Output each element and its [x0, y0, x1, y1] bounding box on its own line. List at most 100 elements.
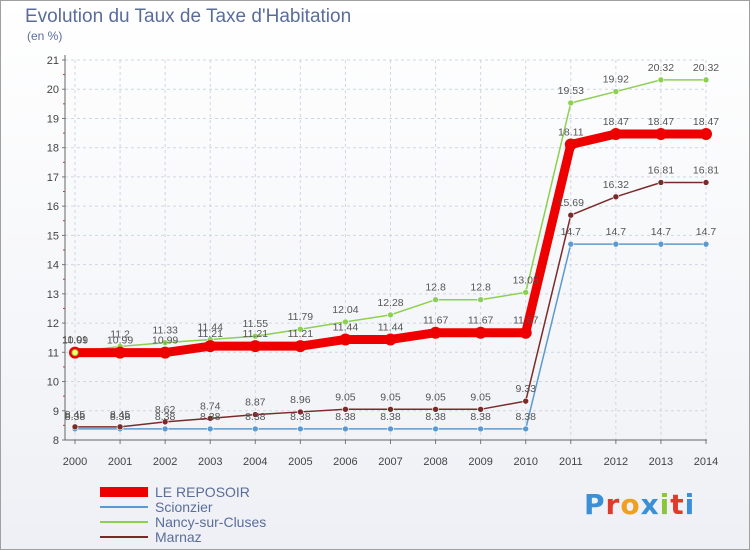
- data-label-nancy-sur-cluses: 20.32: [693, 62, 719, 74]
- data-point-le-reposoir: [114, 346, 127, 359]
- data-label-marnaz: 16.81: [693, 164, 719, 176]
- data-point-le-reposoir: [474, 326, 487, 339]
- data-label-nancy-sur-cluses: 19.92: [603, 74, 629, 86]
- data-point-scionzier: [612, 240, 620, 248]
- data-point-scionzier: [702, 240, 710, 248]
- data-point-marnaz: [161, 418, 169, 426]
- x-tick-label: 2012: [604, 456, 628, 468]
- logo-letter: P: [584, 488, 606, 521]
- data-label-marnaz: 8.45: [65, 409, 86, 421]
- data-point-scionzier: [432, 425, 439, 433]
- y-tick-label: 21: [47, 55, 59, 67]
- x-tick-label: 2006: [333, 456, 357, 468]
- chart-title: Evolution du Taux de Taxe d'Habitation: [25, 6, 352, 27]
- data-point-nancy-sur-cluses: [432, 296, 439, 303]
- x-tick-label: 2007: [378, 456, 402, 468]
- x-tick-label: 2010: [513, 456, 537, 468]
- data-point-scionzier: [477, 425, 484, 433]
- y-tick-label: 12: [47, 318, 59, 330]
- y-tick-label: 14: [47, 260, 59, 272]
- legend-item: LE REPOSOIR: [100, 483, 266, 500]
- y-tick-label: 18: [47, 143, 59, 155]
- y-tick-label: 11: [48, 347, 59, 359]
- data-point-scionzier: [251, 425, 259, 433]
- data-label-marnaz: 8.62: [155, 404, 176, 416]
- data-label-scionzier: 8.38: [245, 411, 266, 423]
- data-label-le-reposoir: 18.47: [648, 116, 674, 128]
- data-point-marnaz: [297, 408, 304, 416]
- data-point-le-reposoir: [429, 326, 442, 339]
- data-point-le-reposoir: [384, 333, 397, 346]
- data-point-marnaz: [387, 406, 394, 413]
- data-label-marnaz: 8.45: [110, 409, 131, 421]
- data-point-scionzier: [297, 425, 304, 433]
- x-tick-label: 2003: [198, 456, 222, 468]
- data-label-le-reposoir: 11.21: [288, 328, 314, 340]
- data-point-nancy-sur-cluses: [387, 311, 394, 319]
- data-label-marnaz: 9.05: [425, 391, 446, 403]
- data-label-marnaz: 16.32: [603, 179, 629, 191]
- series-le-reposoir: [69, 127, 712, 359]
- data-point-le-reposoir: [609, 127, 622, 140]
- data-label-scionzier: 8.38: [110, 411, 131, 423]
- data-label-scionzier: 14.7: [696, 226, 717, 238]
- data-point-nancy-sur-cluses: [477, 296, 484, 303]
- data-label-le-reposoir: 11.67: [513, 315, 539, 327]
- proxiti-logo: Proxiti: [584, 488, 695, 521]
- data-label-nancy-sur-cluses: 11.2: [110, 328, 130, 340]
- data-label-nancy-sur-cluses: 11.01: [62, 334, 88, 346]
- data-label-le-reposoir: 18.47: [603, 116, 629, 128]
- data-label-scionzier: 8.38: [200, 411, 221, 423]
- data-label-scionzier: 8.38: [470, 411, 491, 423]
- x-tick-label: 2011: [559, 456, 583, 468]
- logo-letter: t: [670, 488, 685, 521]
- data-point-le-reposoir: [700, 127, 712, 140]
- data-label-scionzier: 14.7: [606, 226, 627, 238]
- line-chart: 8 9 10 11 12 13 14 15 16 17 18 19 20 21 2000 2001 2002 20…: [47, 55, 719, 468]
- y-tick-label: 20: [47, 84, 59, 96]
- data-label-scionzier: 8.38: [425, 411, 446, 423]
- data-label-nancy-sur-cluses: 19.53: [558, 85, 584, 97]
- legend-label: Nancy-sur-Cluses: [155, 513, 267, 530]
- data-point-scionzier: [206, 425, 214, 433]
- data-point-scionzier: [567, 240, 575, 248]
- data-point-le-reposoir: [654, 127, 667, 140]
- data-label-nancy-sur-cluses: 11.79: [288, 311, 314, 323]
- y-tick-label: 19: [47, 113, 59, 125]
- data-label-le-reposoir: 11.67: [423, 315, 449, 327]
- data-label-scionzier: 8.38: [335, 411, 356, 423]
- legend-label: LE REPOSOIR: [155, 483, 250, 500]
- legend-swatch: [100, 535, 148, 538]
- data-point-marnaz: [71, 423, 79, 431]
- data-label-le-reposoir: 11.67: [468, 315, 494, 327]
- data-point-scionzier: [387, 425, 394, 433]
- data-label-marnaz: 9.05: [470, 391, 491, 403]
- data-point-marnaz: [206, 415, 214, 422]
- data-label-le-reposoir: 18.11: [558, 126, 584, 138]
- chart-grid: [65, 59, 707, 441]
- y-tick-label: 13: [47, 289, 59, 301]
- data-label-marnaz: 9.05: [380, 391, 401, 403]
- data-label-nancy-sur-cluses: 12.28: [377, 297, 403, 309]
- data-label-nancy-sur-cluses: 13.05: [513, 274, 539, 286]
- data-label-scionzier: 14.7: [651, 226, 672, 238]
- data-label-le-reposoir: 10.99: [62, 335, 88, 347]
- data-point-marnaz: [432, 406, 439, 413]
- data-point-scionzier: [522, 425, 530, 433]
- y-tick-label: 16: [47, 201, 59, 213]
- x-tick-label: 2000: [63, 456, 87, 468]
- data-label-scionzier: 8.38: [515, 411, 536, 423]
- data-point-marnaz: [567, 211, 575, 219]
- x-tick-label: 2001: [108, 456, 132, 468]
- data-point-le-reposoir: [249, 340, 262, 353]
- data-point-marnaz: [612, 193, 620, 201]
- data-point-le-reposoir: [294, 340, 307, 353]
- legend-item: Scionzier: [100, 499, 266, 515]
- data-point-scionzier: [657, 240, 665, 248]
- x-tick-label: 2013: [649, 456, 673, 468]
- data-label-nancy-sur-cluses: 11.44: [197, 321, 223, 333]
- series-nancy-sur-cluses: [71, 76, 710, 356]
- data-label-le-reposoir: 11.21: [243, 328, 269, 340]
- data-label-nancy-sur-cluses: 11.55: [243, 318, 269, 330]
